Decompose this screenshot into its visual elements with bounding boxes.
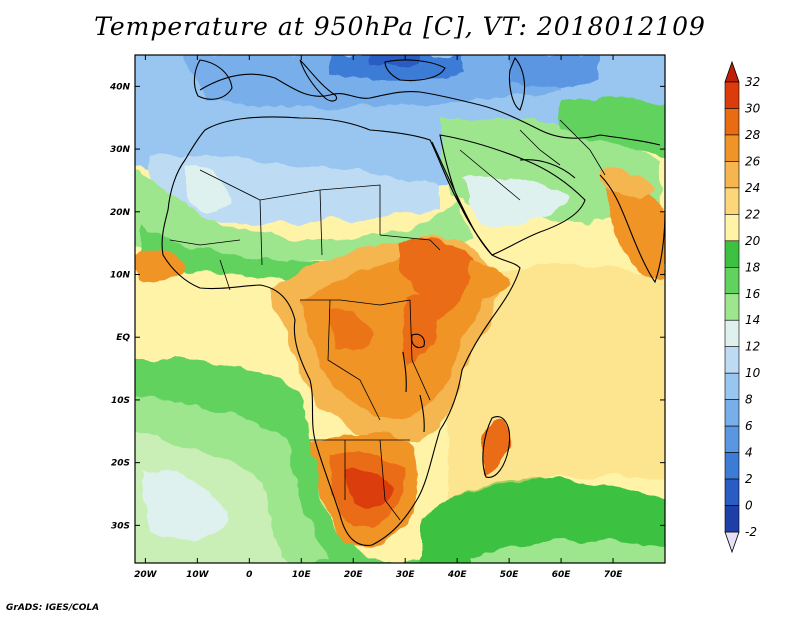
colorbar-label: -2 — [745, 525, 757, 539]
colorbar-bin — [724, 81, 740, 109]
plot-frame — [134, 54, 666, 564]
colorbar-bin — [724, 187, 740, 215]
europe-coastline — [199, 73, 661, 146]
persian-gulf-coastline — [519, 159, 576, 179]
field-europe-blue — [180, 55, 560, 109]
lon-tick-label: 70E — [604, 570, 624, 580]
colorbar-label: 28 — [745, 128, 761, 142]
colorbar-label: 16 — [745, 287, 761, 301]
colorbar-label: 18 — [745, 260, 761, 274]
colorbar-under-arrow — [724, 531, 740, 554]
field-horn-orange — [470, 263, 510, 302]
lat-tick-label: 10N — [110, 271, 131, 281]
colorbar-bin — [724, 134, 740, 162]
temperature-field — [135, 55, 665, 563]
lat-tick-label: 20N — [110, 208, 131, 218]
map-title: Temperature at 950hPa [C], VT: 201801210… — [94, 12, 706, 41]
lon-tick-label: 30E — [396, 570, 416, 580]
caspian-coastline — [508, 56, 526, 111]
field-balkan-dark — [330, 55, 460, 81]
iberia-coastline — [193, 59, 233, 100]
colorbar-label: 22 — [745, 207, 760, 221]
italy-coastline — [299, 59, 338, 102]
field-south-atlantic-mint — [140, 470, 230, 541]
map-axes: 20W 10W 0 10E 20E 30E 40E 50E 60E 70E 40N 30N 20N 10N… — [109, 55, 665, 580]
colorbar-bin — [724, 319, 740, 348]
lon-tick-label: 60E — [552, 570, 572, 580]
lat-tick-label: 30N — [110, 145, 131, 155]
field-sahel-light — [135, 168, 470, 264]
colorbar-label: 4 — [745, 446, 753, 460]
lon-tick-label: 50E — [500, 570, 520, 580]
colorbar-bin — [724, 266, 740, 295]
field-south-indian-light — [470, 540, 665, 563]
colorbar-label: 0 — [745, 499, 753, 513]
colorbar-label: 24 — [745, 181, 760, 195]
colorbar-bin — [724, 452, 740, 480]
colorbar-bin — [724, 372, 740, 400]
colorbar-label: 14 — [745, 313, 760, 327]
arabia-coastline — [439, 134, 586, 256]
colorbar-bin — [724, 505, 740, 533]
colorbar-over-arrow — [724, 60, 740, 83]
lake-malawi — [419, 394, 425, 433]
colorbar-bin — [724, 399, 740, 427]
field-india-orange — [605, 183, 665, 281]
field-ethiopia-red — [400, 236, 475, 320]
colorbar-bin — [724, 293, 740, 321]
lat-tick-label: 20S — [111, 459, 130, 469]
field-arabia-mint — [460, 175, 570, 227]
india-coastline — [599, 174, 665, 284]
field-iran-green — [560, 98, 665, 157]
lat-tick-label: 10S — [111, 396, 130, 406]
colorbar-label: 12 — [745, 340, 760, 354]
lon-tick-label: 20W — [134, 570, 158, 580]
lake-victoria — [411, 333, 425, 349]
colorbar-bin — [724, 478, 740, 506]
colorbar-label: 30 — [745, 101, 761, 115]
colorbar-label: 8 — [745, 393, 753, 407]
colorbar-label: 20 — [745, 234, 761, 248]
coastlines — [161, 56, 665, 546]
country-borders — [169, 119, 606, 521]
field-west-africa-orange — [135, 249, 185, 282]
lon-tick-label: 10W — [186, 570, 210, 580]
colorbar-bin — [724, 214, 740, 242]
field-western-sahara-mint — [185, 165, 230, 211]
field-gulf-guinea — [135, 285, 300, 360]
field-india-north — [600, 168, 655, 200]
colorbar-bin — [724, 108, 740, 136]
colorbar-bin — [724, 425, 740, 453]
colorbar-bin — [724, 346, 740, 374]
field-caspian-blue — [510, 55, 600, 88]
africa-coastline — [161, 116, 521, 546]
colorbar-label: 10 — [745, 366, 761, 380]
field-congo-red — [330, 308, 375, 349]
field-kalahari-core — [345, 468, 392, 508]
colorbar-bin — [724, 161, 740, 189]
colorbar-label: 32 — [745, 75, 760, 89]
lon-tick-label: 10E — [292, 570, 312, 580]
lon-tick-label: 0 — [246, 570, 252, 580]
lon-tick-label: 20E — [344, 570, 364, 580]
black-sea-coastline — [384, 59, 446, 82]
colorbar-label: 26 — [745, 154, 761, 168]
colorbar-bin — [724, 240, 740, 268]
lat-tick-label: 40N — [109, 82, 131, 92]
colorbar-label: 2 — [745, 472, 753, 486]
lon-tick-label: 40E — [447, 570, 468, 580]
grads-credit: GrADS: IGES/COLA — [6, 603, 100, 613]
lat-tick-label: 30S — [111, 521, 130, 531]
lat-tick-label: EQ — [116, 333, 130, 343]
lake-tanganyika — [402, 351, 407, 393]
field-madagascar — [482, 418, 509, 476]
madagascar-coastline — [482, 416, 511, 478]
colorbar-label: 6 — [745, 419, 753, 433]
red-sea-coastline — [431, 141, 476, 233]
